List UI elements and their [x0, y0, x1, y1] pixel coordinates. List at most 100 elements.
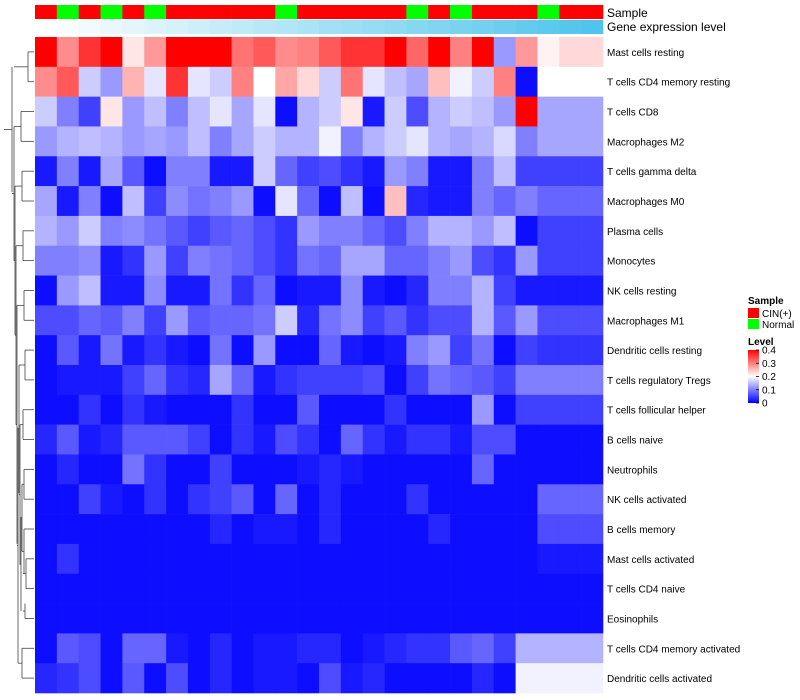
heatmap-cell [406, 663, 429, 694]
heatmap-cell [515, 215, 538, 247]
row-label: T cells regulatory Tregs [607, 376, 711, 387]
heatmap-cell [187, 484, 211, 515]
heatmap-cell [493, 424, 516, 455]
heatmap-cell [253, 663, 276, 694]
heatmap-cell [428, 603, 451, 634]
row-labels: Mast cells resting T cells CD4 memory res… [607, 48, 740, 685]
heatmap-cell [275, 663, 298, 694]
heatmap-cell [319, 663, 342, 694]
heatmap-cell [297, 543, 320, 575]
heatmap-cell [406, 633, 429, 664]
sample-cell [471, 5, 495, 19]
heatmap-cell [297, 275, 320, 306]
heatmap-cell [515, 335, 538, 366]
heatmap-cell [78, 66, 101, 97]
heatmap-cell [559, 484, 582, 515]
heatmap-cell [100, 573, 123, 604]
heatmap-cell [515, 96, 538, 127]
heatmap-cell [144, 543, 167, 575]
heatmap-cell [78, 305, 101, 336]
row-label: T cells CD8 [607, 108, 659, 119]
heatmap-cell [297, 424, 320, 455]
heatmap-cell [340, 96, 363, 127]
heatmap-cell [122, 543, 145, 575]
heatmap-cell [166, 305, 189, 336]
heatmap-cell [471, 245, 495, 276]
heatmap-cell [187, 603, 211, 634]
heatmap-cell [581, 37, 604, 68]
heatmap-cell [362, 603, 385, 634]
heatmap-cell [406, 156, 429, 187]
expression-cell [100, 20, 123, 34]
heatmap-cell [559, 156, 582, 187]
heatmap-cell [78, 275, 101, 306]
heatmap-cell [428, 394, 451, 425]
heatmap-cell [384, 126, 407, 157]
heatmap-cell [406, 215, 429, 247]
heatmap-cell [406, 454, 429, 485]
heatmap-cell [166, 215, 189, 247]
row-label: Mast cells resting [607, 48, 684, 59]
heatmap-cell [471, 424, 495, 455]
row-label: T cells CD4 naive [607, 585, 686, 596]
heatmap-cell [166, 573, 189, 604]
heatmap-cell [166, 365, 189, 396]
heatmap-cell [537, 603, 560, 634]
heatmap-cell [406, 96, 429, 127]
heatmap-cell [428, 514, 451, 545]
heatmap-cell [297, 514, 320, 545]
heatmap-cell [515, 424, 538, 455]
heatmap-cell [166, 424, 189, 455]
heatmap-cell [187, 126, 211, 157]
legend-tick-label: 0.1 [762, 385, 776, 396]
heatmap-cell [340, 156, 363, 187]
heatmap-cell [253, 37, 276, 68]
heatmap-cell [297, 186, 320, 217]
sample-cell [493, 5, 516, 19]
heatmap-cell [362, 484, 385, 515]
legend-swatch-normal [748, 319, 759, 329]
heatmap-cell [384, 186, 407, 217]
heatmap-cell [35, 633, 58, 664]
heatmap-cell [559, 424, 582, 455]
legend-tick-label: 0.4 [762, 346, 776, 357]
heatmap-cell [166, 37, 189, 68]
heatmap-cell [275, 484, 298, 515]
heatmap-cell [559, 66, 582, 97]
heatmap-cell [144, 573, 167, 604]
heatmap-cell [493, 514, 516, 545]
heatmap-cell [78, 603, 101, 634]
heatmap-cell [515, 305, 538, 336]
heatmap-cell [122, 305, 145, 336]
heatmap-cell [450, 215, 473, 247]
heatmap-cell [537, 335, 560, 366]
heatmap-cell [537, 96, 560, 127]
heatmap-cell [340, 245, 363, 276]
heatmap-cell [581, 335, 604, 366]
heatmap-cell [35, 484, 58, 515]
heatmap-cell [122, 573, 145, 604]
heatmap-cell [166, 603, 189, 634]
heatmap-cell [559, 514, 582, 545]
heatmap-cell [187, 186, 211, 217]
heatmap-cell [35, 663, 58, 694]
heatmap-cell [406, 603, 429, 634]
heatmap-cell [493, 126, 516, 157]
heatmap-cell [384, 663, 407, 694]
heatmap-cell [144, 66, 167, 97]
heatmap-cell [56, 365, 79, 396]
sample-cell [319, 5, 342, 19]
heatmap-cell [362, 126, 385, 157]
row-label: B cells memory [607, 525, 675, 536]
heatmap-cell [515, 126, 538, 157]
heatmap-cell [319, 394, 342, 425]
heatmap-cell [340, 454, 363, 485]
heatmap-cell [78, 424, 101, 455]
heatmap-cell [100, 126, 123, 157]
heatmap-cell [471, 96, 495, 127]
sample-cell [166, 5, 189, 19]
heatmap-cell [78, 573, 101, 604]
heatmap-cell [209, 663, 232, 694]
heatmap-cell [384, 66, 407, 97]
heatmap-cell [319, 186, 342, 217]
